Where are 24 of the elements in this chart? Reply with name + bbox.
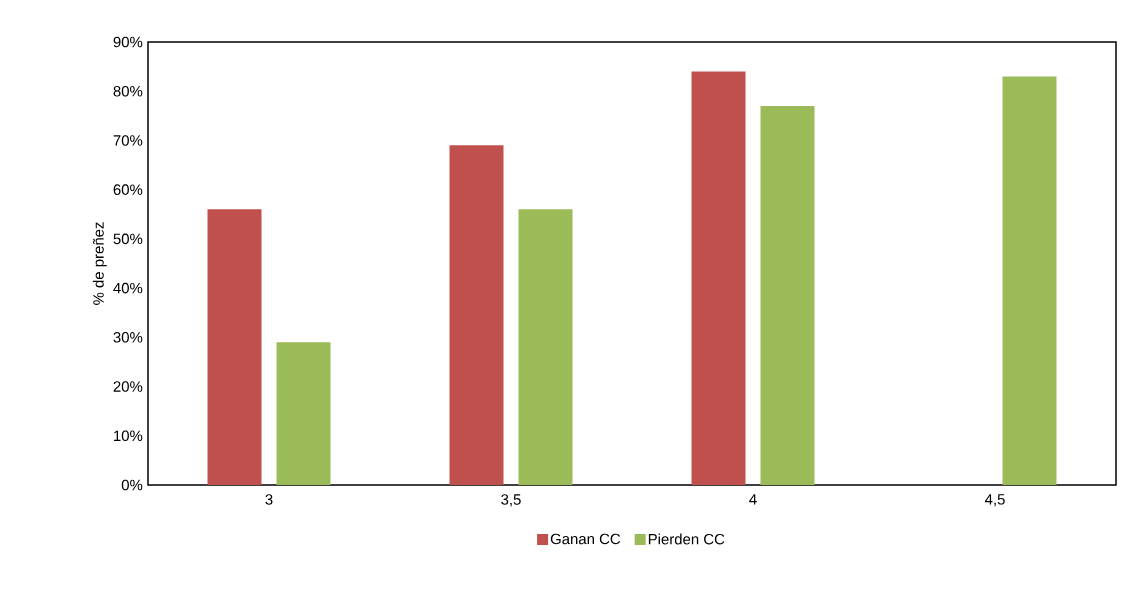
x-tick-label: 3 bbox=[265, 494, 273, 505]
y-tick-label: 50% bbox=[113, 233, 143, 245]
legend-label: Ganan CC bbox=[550, 533, 621, 545]
bar bbox=[449, 145, 504, 485]
y-tick-label: 80% bbox=[113, 85, 143, 97]
bar bbox=[207, 209, 262, 485]
y-tick-label: 90% bbox=[113, 36, 143, 48]
x-tick-label: 3,5 bbox=[501, 494, 521, 507]
y-tick-label: 70% bbox=[113, 135, 143, 146]
bar bbox=[518, 209, 573, 485]
y-tick-label: 40% bbox=[113, 282, 143, 294]
bar bbox=[691, 71, 746, 485]
y-tick-label: 10% bbox=[114, 430, 143, 442]
x-tick-label: 4 bbox=[749, 494, 757, 505]
y-tick-label: 0% bbox=[121, 479, 143, 491]
x-tick-label: 4,5 bbox=[984, 494, 1005, 507]
bar bbox=[1002, 76, 1057, 485]
y-tick-label: 30% bbox=[113, 332, 143, 343]
y-tick-label: 60% bbox=[113, 184, 143, 195]
legend-label: Pierden CC bbox=[648, 533, 725, 545]
bar bbox=[760, 105, 815, 485]
bar bbox=[276, 342, 331, 485]
y-tick-label: 20% bbox=[113, 381, 143, 392]
y-axis-title: % de preñez bbox=[92, 222, 107, 305]
